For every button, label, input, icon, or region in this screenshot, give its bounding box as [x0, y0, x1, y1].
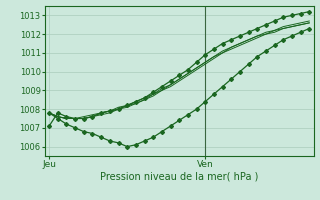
- X-axis label: Pression niveau de la mer( hPa ): Pression niveau de la mer( hPa ): [100, 172, 258, 182]
